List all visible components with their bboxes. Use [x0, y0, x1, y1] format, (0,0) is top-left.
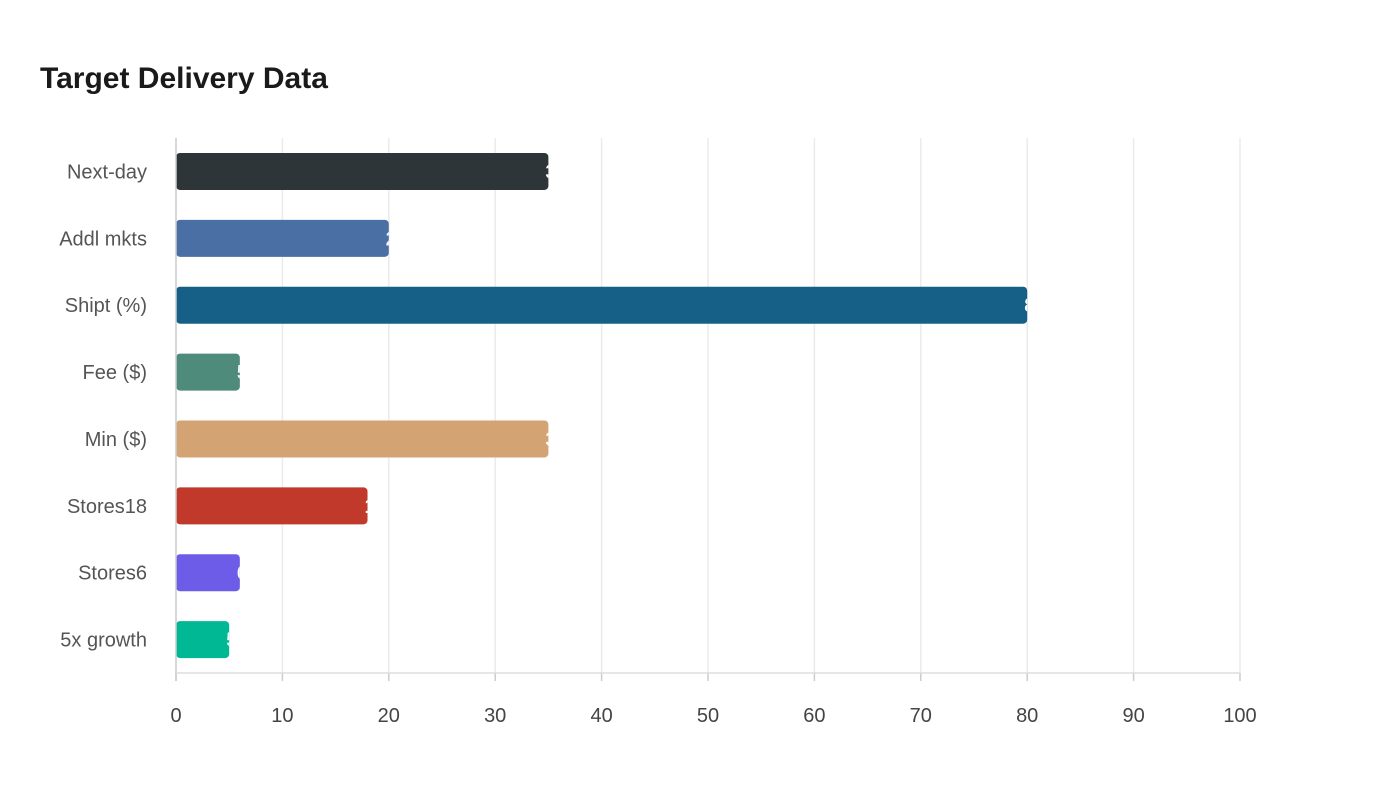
bar — [176, 219, 389, 257]
chart-title: Target Delivery Data — [40, 62, 328, 95]
category-label: Stores18 — [67, 496, 147, 518]
data-label: 3 — [545, 429, 556, 451]
data-label: 2 — [386, 228, 397, 250]
grid-lines — [281, 138, 1241, 673]
x-tick-label: 70 — [910, 705, 932, 727]
x-tick-label: 80 — [1016, 705, 1038, 727]
x-tick-label: 20 — [378, 705, 400, 727]
bar — [176, 554, 240, 592]
data-label: 1 — [365, 496, 376, 518]
category-label: Fee ($) — [83, 362, 147, 384]
bar — [176, 621, 230, 659]
bar — [176, 152, 549, 190]
data-label: 3 — [545, 161, 556, 183]
bars — [176, 152, 1028, 659]
bar — [176, 353, 240, 391]
x-tick-label: 0 — [170, 705, 181, 727]
category-label: Next-day — [67, 161, 147, 183]
x-tick-label: 100 — [1223, 705, 1256, 727]
bar — [176, 420, 549, 458]
data-label: 5 — [237, 362, 248, 384]
category-label: Addl mkts — [59, 228, 147, 250]
data-label: 5 — [226, 630, 237, 652]
x-tick-label: 10 — [271, 705, 293, 727]
x-tick-label: 40 — [590, 705, 612, 727]
category-label: Stores6 — [78, 563, 147, 585]
category-label: 5x growth — [60, 630, 147, 652]
x-tick-label: 90 — [1122, 705, 1144, 727]
bar — [176, 286, 1028, 324]
category-label: Min ($) — [85, 429, 147, 451]
category-label: Shipt (%) — [65, 295, 147, 317]
x-tick-label: 50 — [697, 705, 719, 727]
x-tick-label: 60 — [803, 705, 825, 727]
data-label: 8 — [1024, 295, 1035, 317]
bar — [176, 487, 368, 525]
axes — [175, 138, 1241, 681]
data-label: 6 — [237, 563, 248, 585]
x-tick-label: 30 — [484, 705, 506, 727]
